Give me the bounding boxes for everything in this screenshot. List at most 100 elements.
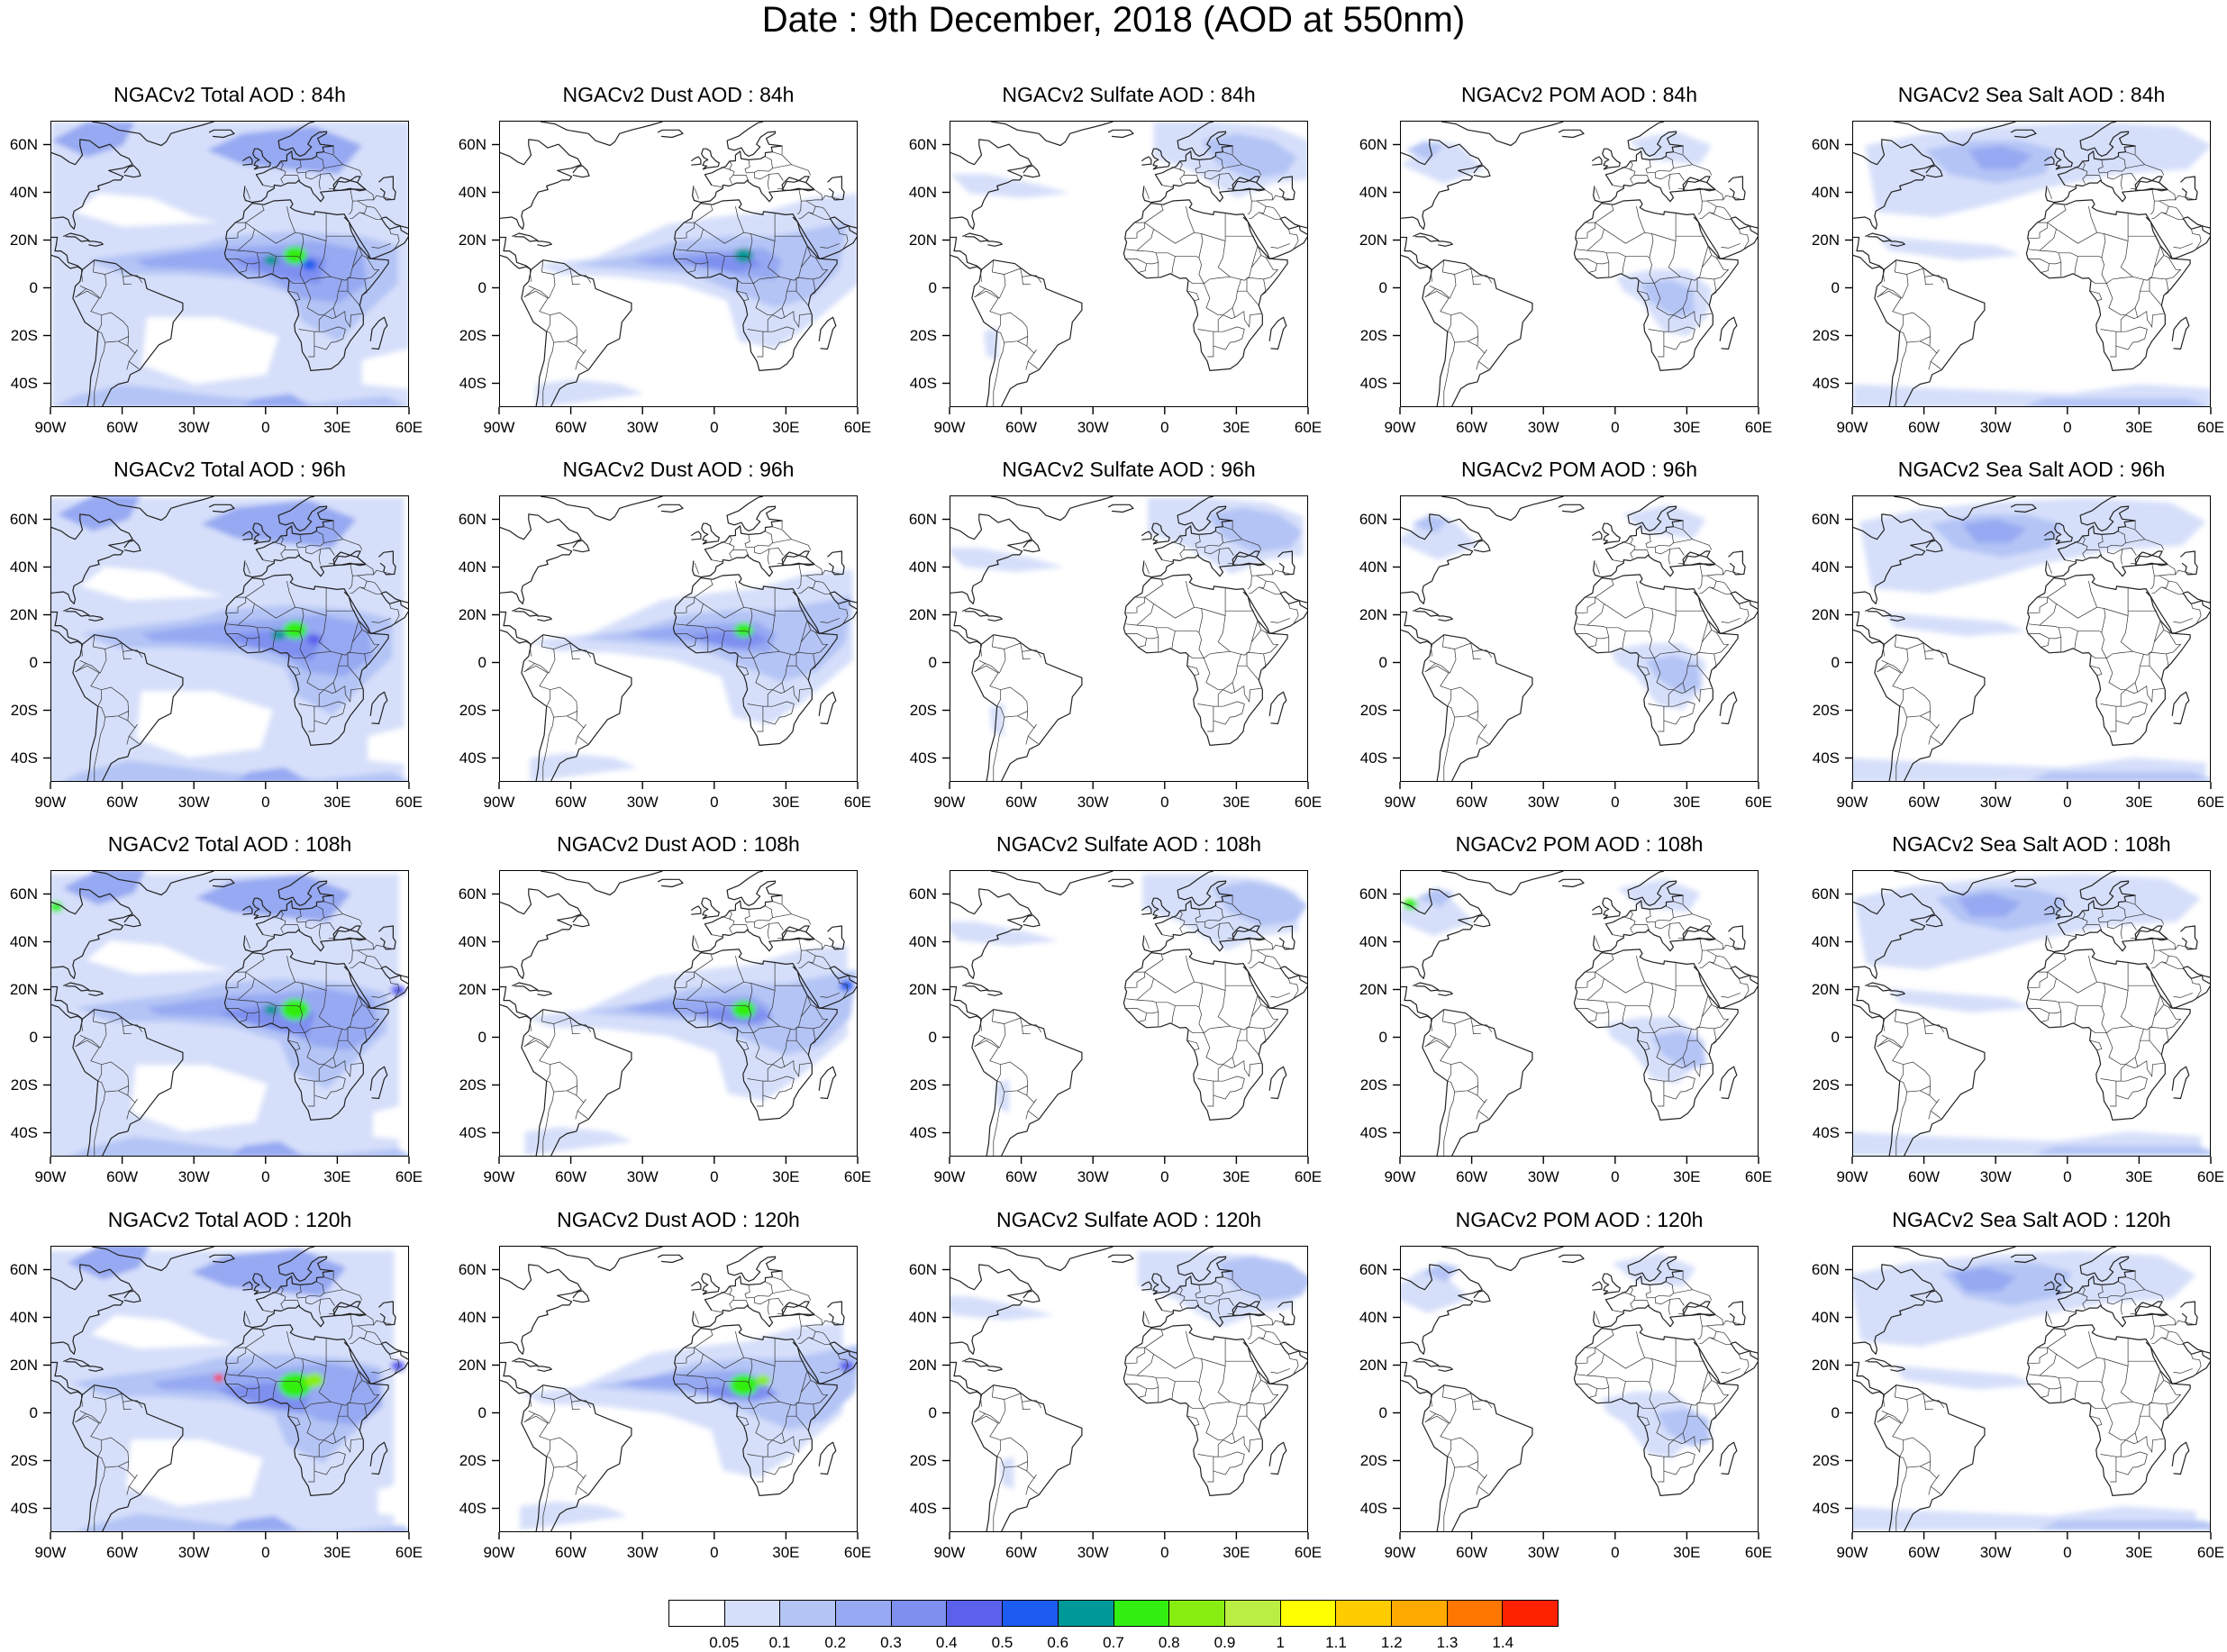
lon-tick-label: 30E <box>323 1168 351 1185</box>
colorbar-label: 0.2 <box>824 1634 847 1651</box>
coastlines <box>1401 1247 1758 1531</box>
colorbar-box <box>1058 1601 1114 1626</box>
lon-tick-label: 30W <box>1527 794 1559 811</box>
lon-tick-label: 30E <box>1673 1544 1701 1561</box>
axis-ticks <box>1845 518 2212 789</box>
lat-tick-label: 0 <box>1378 1403 1387 1421</box>
lon-tick-label: 60E <box>395 419 423 436</box>
country-borders <box>500 521 850 781</box>
lon-tick-label: 0 <box>2063 419 2072 436</box>
lat-tick-label: 20N <box>908 1356 937 1374</box>
colorbar-box <box>780 1601 837 1626</box>
lat-tick-label: 40S <box>909 1123 937 1141</box>
lon-tick-label: 60E <box>1294 794 1323 811</box>
lat-tick-label: 40N <box>1359 558 1387 576</box>
aerosol-field <box>950 1250 1307 1490</box>
lon-tick-label: 0 <box>710 1168 719 1185</box>
lon-tick-label: 60W <box>1908 1168 1941 1185</box>
colorbar-box <box>1003 1601 1059 1626</box>
lat-tick-label: 60N <box>908 885 937 903</box>
axis-ticks <box>942 1268 1309 1539</box>
lat-tick-label: 60N <box>1359 1260 1387 1278</box>
lat-tick-label: 60N <box>9 1260 38 1278</box>
coastlines <box>51 871 408 1156</box>
aerosol-field <box>51 496 408 781</box>
lat-tick-label: 20S <box>459 1451 486 1469</box>
panel-title: NGACv2 Total AOD : 108h <box>107 832 352 856</box>
lat-tick-label: 20S <box>909 1451 937 1469</box>
lat-tick-label: 0 <box>1378 653 1387 671</box>
aerosol-field <box>1401 878 1706 1085</box>
lon-tick-label: 90W <box>933 1544 966 1561</box>
lat-tick-label: 40N <box>1811 183 1840 201</box>
lon-tick-label: 60E <box>1744 419 1773 436</box>
lat-tick-label: 0 <box>477 653 486 671</box>
lon-tick-label: 60W <box>106 1544 139 1561</box>
country-borders <box>950 895 1301 1156</box>
lon-tick-label: 60W <box>106 419 139 436</box>
lon-tick-label: 60E <box>2196 1168 2225 1185</box>
panel-title: NGACv2 Dust AOD : 120h <box>557 1208 800 1231</box>
lat-tick-label: 20S <box>459 701 486 719</box>
lon-tick-label: 30W <box>1077 794 1109 811</box>
lat-tick-label: 0 <box>1378 1028 1387 1046</box>
lon-tick-label: 30E <box>2125 1544 2153 1561</box>
colorbar-box <box>1114 1601 1170 1626</box>
lon-tick-label: 30E <box>2125 794 2153 811</box>
lat-tick-label: 40N <box>458 183 486 201</box>
map-panel <box>499 1246 858 1532</box>
map-panel <box>1400 1246 1759 1532</box>
aerosol-field <box>535 193 857 406</box>
lon-tick-label: 30E <box>1223 1544 1250 1561</box>
lon-tick-label: 60W <box>1005 1544 1038 1561</box>
lat-tick-label: 40N <box>458 558 486 576</box>
axis-ticks <box>1845 143 2212 414</box>
lat-tick-label: 20S <box>909 1076 937 1094</box>
lat-tick-label: 20N <box>9 605 38 623</box>
lat-tick-label: 20S <box>1812 1451 1840 1469</box>
country-borders <box>51 146 402 406</box>
lon-tick-label: 30W <box>1979 794 2012 811</box>
lon-tick-label: 30E <box>772 1544 800 1561</box>
panel-title: NGACv2 Sea Salt AOD : 96h <box>1897 458 2166 481</box>
lon-tick-label: 60W <box>555 1168 587 1185</box>
panel-title: NGACv2 Dust AOD : 108h <box>557 832 800 856</box>
lat-tick-label: 0 <box>477 1028 486 1046</box>
coastlines <box>1401 496 1758 781</box>
lat-tick-label: 40S <box>909 749 937 767</box>
lon-tick-label: 60W <box>555 419 587 436</box>
aerosol-field <box>530 569 853 781</box>
lon-tick-label: 30E <box>772 794 800 811</box>
aerosol-field <box>1853 497 2210 781</box>
panel-title: NGACv2 Sulfate AOD : 120h <box>995 1208 1262 1231</box>
lat-tick-label: 40S <box>1359 1123 1387 1141</box>
lon-tick-label: 60W <box>1456 1168 1488 1185</box>
lon-tick-label: 60E <box>2196 794 2225 811</box>
coastlines <box>950 122 1307 406</box>
lat-tick-label: 20N <box>458 605 486 623</box>
lon-tick-label: 90W <box>1836 419 1868 436</box>
axis-ticks <box>43 893 410 1164</box>
country-borders <box>950 521 1301 781</box>
colorbar-label: 0.9 <box>1213 1634 1236 1651</box>
lon-tick-label: 60E <box>2196 419 2225 436</box>
lon-tick-label: 90W <box>1836 1544 1868 1561</box>
lon-tick-label: 0 <box>1160 1168 1169 1185</box>
lon-tick-label: 30E <box>1673 419 1701 436</box>
lat-tick-label: 20N <box>908 980 937 998</box>
country-borders <box>51 1271 402 1531</box>
panel-title: NGACv2 POM AOD : 120h <box>1455 1208 1704 1231</box>
coastlines <box>950 871 1307 1156</box>
lon-tick-label: 30E <box>323 419 351 436</box>
lon-tick-label: 0 <box>1160 1544 1169 1561</box>
coastlines <box>500 496 857 781</box>
lat-tick-label: 0 <box>29 1028 38 1046</box>
lon-tick-label: 30W <box>626 419 659 436</box>
lat-tick-label: 60N <box>1811 135 1840 153</box>
coastlines <box>51 122 408 406</box>
lat-tick-label: 60N <box>1811 1260 1840 1278</box>
colorbar-label: 0.05 <box>709 1634 740 1651</box>
lat-tick-label: 20N <box>1359 1356 1387 1374</box>
map-panel <box>1852 121 2211 407</box>
lon-tick-label: 30W <box>177 419 210 436</box>
